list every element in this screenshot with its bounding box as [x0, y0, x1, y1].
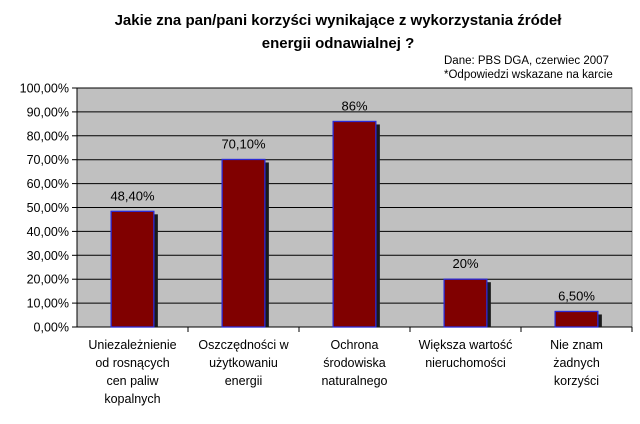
- bar: [332, 120, 377, 328]
- category-label: Oszczędności w: [198, 338, 289, 352]
- data-label: 6,50%: [558, 288, 595, 303]
- category-label: cen paliw: [106, 374, 159, 388]
- category-label: użytkowaniu: [209, 356, 278, 370]
- y-tick-label: 80,00%: [27, 129, 69, 143]
- chart-title-line-2: energii odnawialnej ?: [262, 35, 415, 52]
- category-label: kopalnych: [104, 392, 160, 406]
- category-label: Uniezależnienie: [88, 338, 176, 352]
- bar: [110, 210, 155, 328]
- category-label: żadnych: [553, 356, 600, 370]
- category-label: naturalnego: [321, 374, 387, 388]
- category-label: środowiska: [323, 356, 386, 370]
- bar: [554, 310, 599, 328]
- category-label: korzyści: [554, 374, 599, 388]
- category-label: Większa wartość: [419, 338, 513, 352]
- source-note-line-1: Dane: PBS DGA, czerwiec 2007: [444, 55, 609, 67]
- y-tick-label: 50,00%: [27, 201, 69, 215]
- bar: [221, 158, 266, 328]
- y-tick-label: 90,00%: [27, 105, 69, 119]
- y-tick-label: 0,00%: [34, 321, 69, 335]
- data-label: 86%: [341, 98, 367, 113]
- data-label: 70,10%: [221, 136, 266, 151]
- source-note-line-2: *Odpowiedzi wskazane na karcie: [444, 69, 613, 81]
- data-label: 48,40%: [110, 188, 155, 203]
- plot-area: 0,00% 10,00% 20,00% 30,00% 40,00% 50,00% 60,00…: [20, 82, 633, 406]
- bar: [443, 278, 488, 328]
- y-tick-label: 70,00%: [27, 153, 69, 167]
- y-tick-label: 100,00%: [20, 82, 69, 96]
- data-label: 20%: [452, 256, 478, 271]
- category-label: Ochrona: [331, 338, 379, 352]
- y-tick-label: 40,00%: [27, 225, 69, 239]
- category-label: energii: [225, 374, 263, 388]
- chart-title-line-1: Jakie zna pan/pani korzyści wynikające z…: [115, 12, 563, 29]
- category-label: od rosnących: [95, 356, 169, 370]
- category-label: Nie znam: [550, 338, 603, 352]
- y-tick-label: 60,00%: [27, 177, 69, 191]
- y-tick-label: 10,00%: [27, 297, 69, 311]
- y-tick-label: 30,00%: [27, 249, 69, 263]
- y-tick-label: 20,00%: [27, 273, 69, 287]
- category-label: nieruchomości: [425, 356, 506, 370]
